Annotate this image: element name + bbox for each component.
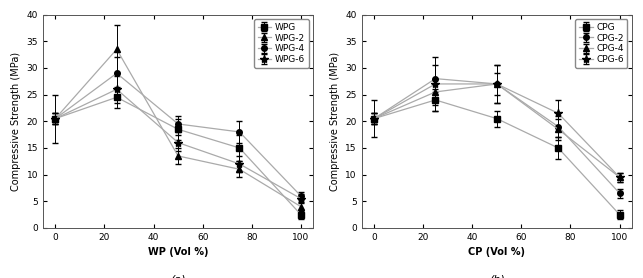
Text: (b): (b): [489, 275, 505, 278]
Text: (a): (a): [170, 275, 186, 278]
Y-axis label: Compressive Strength (MPa): Compressive Strength (MPa): [11, 52, 21, 191]
X-axis label: CP (Vol %): CP (Vol %): [468, 247, 525, 257]
Legend: CPG, CPG-2, CPG-4, CPG-6: CPG, CPG-2, CPG-4, CPG-6: [575, 19, 628, 68]
X-axis label: WP (Vol %): WP (Vol %): [148, 247, 208, 257]
Legend: WPG, WPG-2, WPG-4, WPG-6: WPG, WPG-2, WPG-4, WPG-6: [254, 19, 309, 68]
Y-axis label: Compressive Strength (MPa): Compressive Strength (MPa): [330, 52, 340, 191]
